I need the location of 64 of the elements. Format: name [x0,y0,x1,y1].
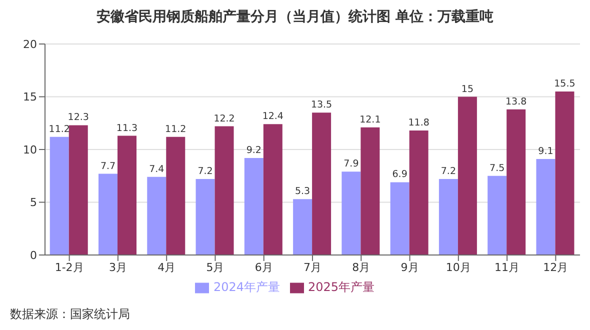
bar [214,126,234,255]
data-label: 13.5 [310,100,332,111]
bar [458,96,477,255]
x-tick-label: 9月 [400,260,419,274]
x-tick-label: 7月 [304,260,322,274]
data-label: 15 [461,84,474,95]
data-label: 7.2 [440,166,456,178]
bar [536,158,556,255]
bar [166,136,186,255]
x-tick-label: 10月 [446,260,471,274]
bar [263,124,282,255]
data-label: 13.8 [506,96,527,108]
x-tick-label: 12月 [543,260,568,274]
data-label: 12.1 [360,114,381,126]
bar [98,174,118,255]
x-tick-label: 3月 [108,260,127,274]
bar [118,136,136,255]
y-tick-label: 5 [30,196,37,210]
bar [506,109,526,255]
x-tick-label: 8月 [352,260,370,274]
data-label: 11.8 [408,118,430,129]
bar [488,176,507,255]
data-label: 9.1 [538,146,554,157]
data-label: 11.3 [116,122,138,134]
x-tick-label: 1-2月 [54,260,84,274]
x-tick-label: 11月 [494,260,520,274]
legend-label: 2024年产量 [213,280,280,294]
bar [50,136,69,255]
data-label: 11.2 [48,124,70,135]
bar [68,125,88,255]
bar [147,176,166,255]
bar [342,172,361,255]
source-note: 数据来源：国家统计局 [10,306,130,323]
data-label: 9.2 [246,144,262,156]
y-tick-label: 10 [23,143,37,156]
y-tick-label: 20 [23,38,37,51]
data-label: 12.2 [214,113,235,124]
legend-label: 2025年产量 [308,280,375,294]
data-label: 12.4 [262,111,284,122]
data-label: 6.9 [392,169,408,180]
bar [390,182,410,255]
y-tick-label: 0 [30,248,37,262]
data-label: 7.2 [198,166,213,178]
bar [244,158,264,255]
bar [360,127,380,255]
data-label: 7.7 [100,160,116,172]
data-label: 5.3 [294,186,310,198]
chart-title: 安徽省民用钢质船舶产量分月（当月值）统计图 单位：万载重吨 [96,8,494,26]
bar [293,199,312,255]
data-label: 11.2 [165,124,186,135]
data-label: 7.9 [344,158,359,170]
data-label: 7.5 [490,162,505,174]
data-label: 7.4 [149,164,164,175]
x-tick-label: 6月 [254,260,273,274]
y-tick-label: 15 [23,90,37,104]
bar [438,179,458,255]
bar [555,91,574,255]
data-label: 12.3 [68,112,89,124]
bar [312,112,332,255]
bar [196,179,215,255]
bar [409,130,428,255]
data-label: 15.5 [554,78,576,90]
x-tick-label: 4月 [158,260,176,274]
x-tick-label: 5月 [206,260,224,274]
